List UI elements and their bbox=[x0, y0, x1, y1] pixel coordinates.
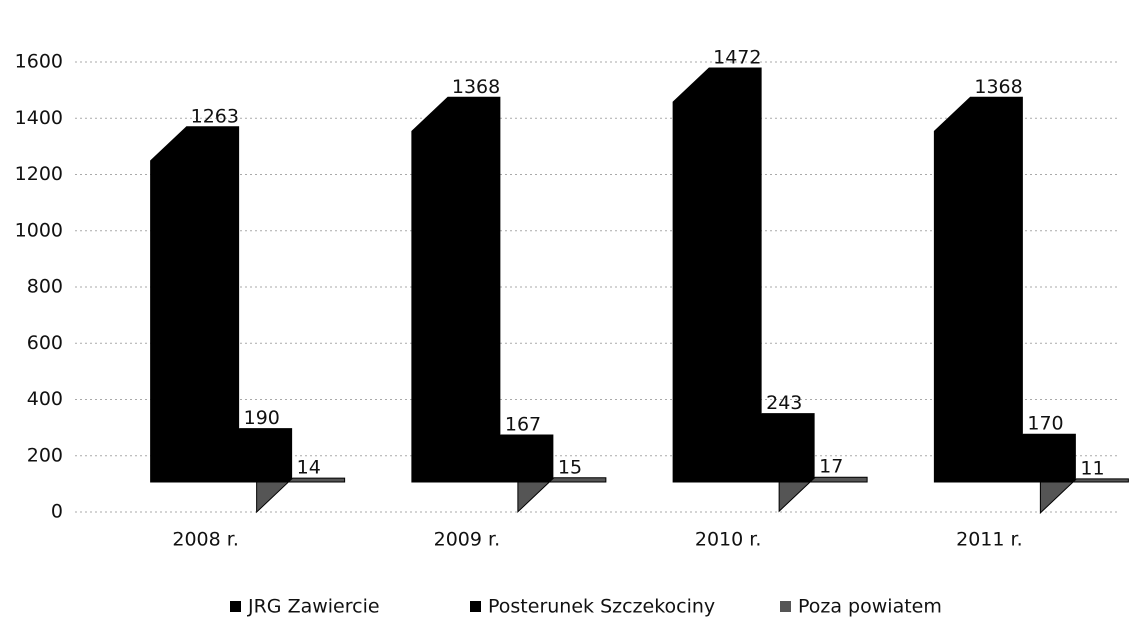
y-tick-label: 800 bbox=[27, 276, 63, 298]
bar bbox=[1039, 478, 1129, 515]
y-tick-label: 1600 bbox=[15, 51, 63, 73]
value-label: 14 bbox=[297, 457, 321, 479]
value-label: 1472 bbox=[713, 47, 761, 69]
bar bbox=[933, 96, 1023, 483]
y-tick-label: 200 bbox=[27, 444, 63, 466]
value-label: 167 bbox=[505, 414, 541, 436]
x-tick-label: 2009 r. bbox=[434, 529, 501, 551]
value-label: 243 bbox=[766, 392, 802, 414]
value-label: 15 bbox=[558, 456, 582, 478]
bar bbox=[672, 67, 762, 483]
bar bbox=[725, 413, 815, 483]
y-tick-label: 600 bbox=[27, 332, 63, 354]
value-label: 11 bbox=[1080, 457, 1104, 479]
value-label: 1263 bbox=[191, 105, 239, 127]
y-tick-label: 1400 bbox=[15, 107, 63, 129]
x-tick-label: 2008 r. bbox=[172, 529, 239, 551]
x-tick-label: 2010 r. bbox=[695, 529, 762, 551]
legend-swatch bbox=[230, 601, 241, 612]
bar bbox=[517, 477, 607, 513]
legend-label: Posterunek Szczekociny bbox=[488, 596, 715, 618]
y-tick-label: 1200 bbox=[15, 163, 63, 185]
bar bbox=[411, 96, 501, 483]
value-label: 17 bbox=[819, 456, 843, 478]
legend-swatch bbox=[780, 601, 791, 612]
bar bbox=[986, 433, 1076, 483]
bar bbox=[203, 428, 293, 483]
bar bbox=[150, 126, 240, 483]
y-tick-label: 1000 bbox=[15, 219, 63, 241]
bar bbox=[256, 477, 346, 514]
legend-swatch bbox=[470, 601, 481, 612]
x-tick-label: 2011 r. bbox=[956, 529, 1023, 551]
y-tick-label: 400 bbox=[27, 388, 63, 410]
y-tick-label: 0 bbox=[51, 501, 63, 523]
value-label: 170 bbox=[1027, 413, 1063, 435]
value-label: 1368 bbox=[452, 76, 500, 98]
legend-label: JRG Zawiercie bbox=[247, 596, 380, 618]
legend-label: Poza powiatem bbox=[798, 596, 942, 618]
value-label: 190 bbox=[244, 407, 280, 429]
bar bbox=[778, 476, 868, 513]
bar bbox=[464, 434, 554, 483]
value-label: 1368 bbox=[974, 76, 1022, 98]
